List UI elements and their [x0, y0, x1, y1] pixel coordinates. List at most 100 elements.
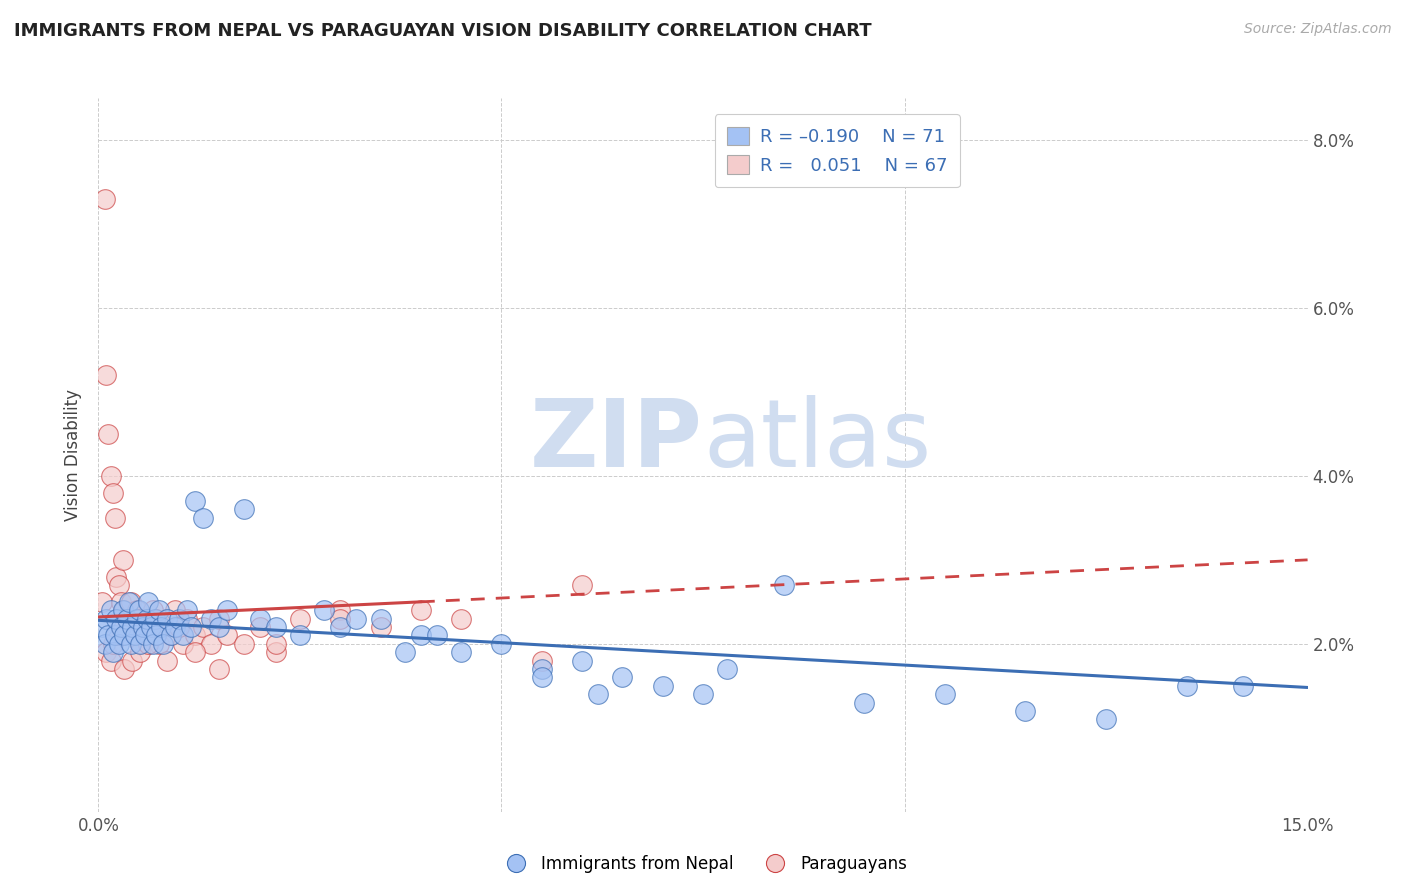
Point [264, 637, 287, 651]
Point [180, 620, 202, 634]
Point [138, 637, 160, 651]
Point [1014, 704, 1036, 718]
Text: IMMIGRANTS FROM NEPAL VS PARAGUAYAN VISION DISABILITY CORRELATION CHART: IMMIGRANTS FROM NEPAL VS PARAGUAYAN VISI… [14, 22, 872, 40]
Point [127, 603, 149, 617]
Text: ZIP: ZIP [530, 394, 703, 487]
Legend: R = –0.190    N = 71, R =   0.051    N = 67: R = –0.190 N = 71, R = 0.051 N = 67 [714, 114, 960, 187]
Point [370, 612, 392, 626]
Point [692, 687, 714, 701]
Point [115, 620, 138, 634]
Point [156, 612, 179, 626]
Point [145, 612, 167, 626]
Point [152, 620, 174, 634]
Point [148, 603, 170, 617]
Point [491, 637, 513, 651]
Point [344, 612, 367, 626]
Point [264, 620, 287, 634]
Point [176, 612, 198, 626]
Point [184, 494, 207, 508]
Point [134, 628, 156, 642]
Point [121, 620, 143, 634]
Point [172, 628, 194, 642]
Point [132, 620, 155, 634]
Point [232, 502, 254, 516]
Point [100, 654, 122, 668]
Point [249, 612, 271, 626]
Point [934, 687, 956, 701]
Point [118, 612, 141, 626]
Point [129, 645, 152, 659]
Point [571, 578, 593, 592]
Point [586, 687, 609, 701]
Point [143, 628, 166, 642]
Point [100, 603, 122, 617]
Point [101, 637, 124, 651]
Point [450, 612, 472, 626]
Point [217, 603, 239, 617]
Text: atlas: atlas [703, 394, 931, 487]
Point [124, 628, 146, 642]
Text: Source: ZipAtlas.com: Source: ZipAtlas.com [1244, 22, 1392, 37]
Point [208, 620, 231, 634]
Point [112, 662, 135, 676]
Point [139, 620, 162, 634]
Point [716, 662, 738, 676]
Point [152, 637, 174, 651]
Point [134, 628, 156, 642]
Point [110, 595, 132, 609]
Point [110, 620, 132, 634]
Point [651, 679, 673, 693]
Point [1175, 679, 1198, 693]
Point [94, 637, 117, 651]
Point [148, 637, 170, 651]
Point [329, 612, 352, 626]
Point [208, 612, 231, 626]
Point [208, 662, 231, 676]
Point [127, 612, 149, 626]
Point [200, 612, 222, 626]
Point [163, 603, 186, 617]
Point [105, 569, 128, 583]
Point [110, 620, 132, 634]
Point [100, 469, 122, 483]
Point [96, 368, 118, 383]
Point [853, 696, 876, 710]
Point [132, 620, 155, 634]
Point [96, 645, 118, 659]
Point [264, 645, 287, 659]
Point [101, 485, 124, 500]
Point [167, 620, 190, 634]
Point [1095, 712, 1118, 726]
Point [172, 637, 194, 651]
Point [121, 654, 143, 668]
Point [105, 628, 128, 642]
Point [112, 628, 135, 642]
Point [103, 628, 125, 642]
Point [91, 620, 114, 634]
Point [135, 612, 157, 626]
Point [314, 603, 336, 617]
Point [128, 603, 150, 617]
Point [121, 620, 143, 634]
Point [217, 628, 239, 642]
Point [200, 637, 222, 651]
Point [176, 603, 198, 617]
Point [128, 612, 150, 626]
Legend: Immigrants from Nepal, Paraguayans: Immigrants from Nepal, Paraguayans [492, 848, 914, 880]
Point [150, 620, 173, 634]
Point [145, 628, 167, 642]
Point [329, 620, 352, 634]
Point [111, 553, 134, 567]
Point [288, 628, 311, 642]
Point [160, 628, 183, 642]
Point [97, 628, 120, 642]
Point [530, 654, 553, 668]
Point [135, 612, 157, 626]
Point [612, 670, 634, 684]
Point [97, 426, 120, 441]
Point [163, 620, 186, 634]
Point [370, 620, 392, 634]
Point [129, 637, 152, 651]
Point [571, 654, 593, 668]
Point [329, 603, 352, 617]
